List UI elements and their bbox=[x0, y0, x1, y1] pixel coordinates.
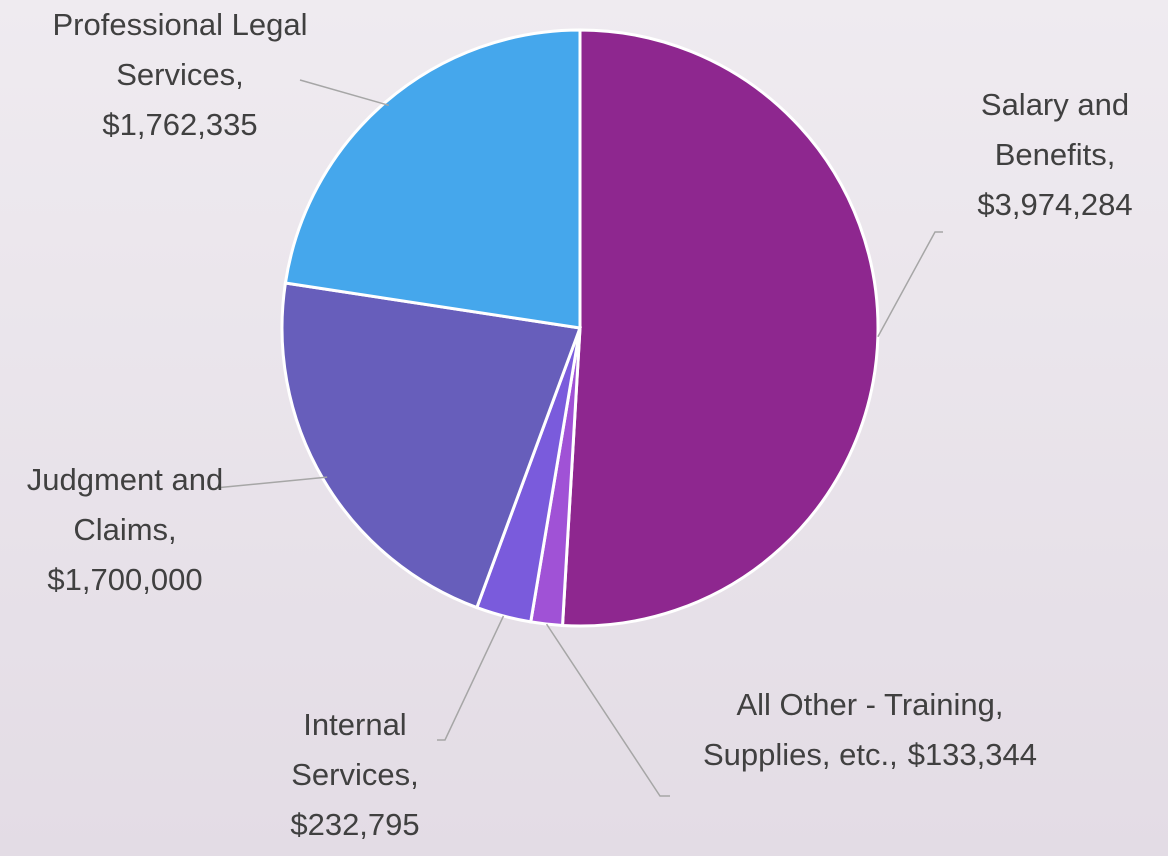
slice-value: $133,344 bbox=[907, 737, 1038, 772]
data-label: Professional Legal Services, $1,762,335 bbox=[20, 0, 340, 150]
data-label: Internal Services, $232,795 bbox=[255, 700, 455, 850]
slice-name: All Other - Training, Supplies, etc., bbox=[702, 687, 1004, 772]
data-label: Judgment and Claims, $1,700,000 bbox=[0, 455, 250, 605]
leader-line bbox=[214, 476, 328, 489]
pie-slice bbox=[283, 28, 582, 330]
slice-value: $1,700,000 bbox=[47, 562, 203, 597]
slice-name: Internal Services, bbox=[291, 707, 419, 792]
leader-line bbox=[437, 615, 505, 741]
slice-value: $232,795 bbox=[290, 807, 420, 842]
leader-line bbox=[877, 231, 943, 338]
slice-name: Professional Legal Services, bbox=[52, 7, 308, 92]
leader-line bbox=[545, 623, 670, 797]
slice-value: $3,974,284 bbox=[977, 187, 1133, 222]
slice-name: Judgment and Claims, bbox=[26, 462, 224, 547]
pie-slice bbox=[280, 281, 583, 610]
data-label: All Other - Training, Supplies, etc., $13… bbox=[690, 680, 1050, 780]
slice-name: Salary and Benefits, bbox=[980, 87, 1130, 172]
pie-slice bbox=[560, 28, 880, 628]
slice-value: $1,762,335 bbox=[102, 107, 258, 142]
data-label: Salary and Benefits, $3,974,284 bbox=[935, 80, 1168, 230]
leader-line bbox=[299, 79, 389, 107]
